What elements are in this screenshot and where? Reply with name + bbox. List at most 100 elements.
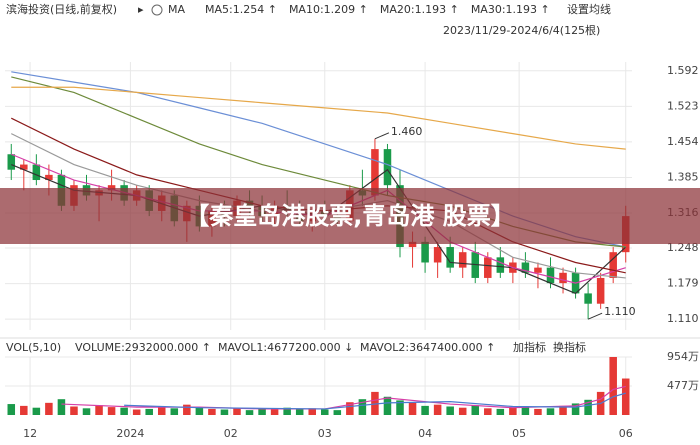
volume-bar <box>371 391 379 415</box>
vol-volume: VOLUME:2932000.000 ↑ <box>75 341 211 354</box>
banner-text: 【秦皇岛港股票,青岛港 股票】 <box>185 202 514 230</box>
volume-bar <box>57 399 66 415</box>
volume-bar <box>220 409 229 415</box>
volume-bar <box>145 408 153 415</box>
candle-body <box>496 257 505 273</box>
volume-bar <box>408 402 417 415</box>
volume-bar <box>258 408 266 415</box>
volume-bar <box>70 406 78 415</box>
candle-body <box>534 267 542 273</box>
y-tick-label: 1.248 <box>667 241 699 254</box>
x-tick-label: 04 <box>418 427 432 440</box>
legend-entry: MA10:1.209 ↑ <box>289 3 368 16</box>
expand-arrow[interactable]: ▸ <box>138 3 144 16</box>
candle-body <box>408 241 417 248</box>
x-tick-label: 12 <box>23 427 37 440</box>
volume-bar <box>82 408 91 415</box>
volume-bar <box>484 408 492 415</box>
candle-body <box>559 272 567 284</box>
x-tick-label: 02 <box>224 427 238 440</box>
volume-bar <box>358 399 367 415</box>
y-tick-label: 1.592 <box>667 64 699 77</box>
volume-bar <box>396 400 404 415</box>
volume-bar <box>283 407 291 415</box>
candle-body <box>546 267 555 284</box>
x-tick-label: 2024 <box>116 427 144 440</box>
candle-body <box>45 174 53 181</box>
annotation-pointer <box>374 132 390 140</box>
volume-bar <box>496 408 505 415</box>
volume-bar <box>132 409 141 415</box>
vol-tick-label: 477万 <box>667 379 699 392</box>
volume-bar <box>433 404 442 415</box>
change-indicator[interactable]: 换指标 <box>553 340 586 354</box>
volume-bar <box>233 408 241 415</box>
volume-bar <box>20 405 28 415</box>
y-tick-label: 1.523 <box>667 99 699 112</box>
volume-bar <box>95 405 103 415</box>
candle-body <box>371 149 379 196</box>
volume-bar <box>308 408 316 415</box>
y-tick-label: 1.385 <box>667 170 699 183</box>
volume-bar <box>120 407 128 415</box>
add-indicator[interactable]: 加指标 <box>513 340 546 354</box>
y-tick-label: 1.110 <box>667 312 699 325</box>
x-tick-label: 03 <box>318 427 332 440</box>
candle-body <box>609 252 617 278</box>
candle-body <box>484 257 492 278</box>
volume-bar <box>559 405 567 415</box>
volume-bar <box>383 396 392 415</box>
candle-body <box>107 185 116 191</box>
annotation: 1.110 <box>604 305 636 318</box>
volume-bar <box>7 404 16 415</box>
annotation-pointer <box>587 312 603 320</box>
legend-entry: MA30:1.193 ↑ <box>471 3 550 16</box>
volume-bar <box>521 407 530 415</box>
candle-body <box>446 247 454 268</box>
settings[interactable]: 设置均线 <box>567 2 611 16</box>
candle-body <box>20 164 28 170</box>
volume-bar <box>208 408 216 415</box>
vol-mavol2: MAVOL2:3647400.000 ↑ <box>360 341 495 354</box>
candle-body <box>7 154 16 170</box>
candle-body <box>433 247 442 263</box>
volume-bar <box>183 404 191 415</box>
stock-name[interactable]: 滨海投资(日线,前复权) <box>6 2 117 16</box>
volume-bar <box>157 406 166 415</box>
volume-bar <box>295 408 304 415</box>
volume-bar <box>45 402 53 415</box>
y-tick-label: 1.179 <box>667 277 699 290</box>
volume-bar <box>584 399 592 415</box>
candle-body <box>458 252 467 268</box>
volume-bar <box>534 408 542 415</box>
volume-bar <box>446 406 454 415</box>
volume-bar <box>471 405 480 415</box>
banner <box>0 188 700 244</box>
vol-title: VOL(5,10) <box>6 341 61 354</box>
volume-bar <box>170 408 179 415</box>
candle-body <box>584 293 592 304</box>
ma-line <box>11 86 626 150</box>
volume-bar <box>270 409 279 415</box>
volume-bar <box>32 407 41 415</box>
volume-bar <box>421 405 429 415</box>
volume-bar <box>195 407 204 415</box>
candle-body <box>521 262 530 273</box>
legend-entry: MA20:1.193 ↑ <box>380 3 459 16</box>
vol-tick-label: 954万 <box>667 350 699 363</box>
volume-bar <box>509 407 517 415</box>
ma-label: MA <box>168 3 185 16</box>
x-tick-label: 06 <box>619 427 633 440</box>
ma-icon[interactable] <box>151 4 163 16</box>
y-tick-label: 1.454 <box>667 135 699 148</box>
volume-bar <box>346 402 354 415</box>
volume-bar <box>458 407 467 415</box>
volume-bar <box>546 408 555 415</box>
candle-body <box>32 164 41 181</box>
volume-bar <box>333 410 342 415</box>
annotation: 1.460 <box>391 125 423 138</box>
volume-bar <box>245 410 254 415</box>
volume-bar <box>621 378 630 415</box>
x-tick-label: 05 <box>512 427 526 440</box>
